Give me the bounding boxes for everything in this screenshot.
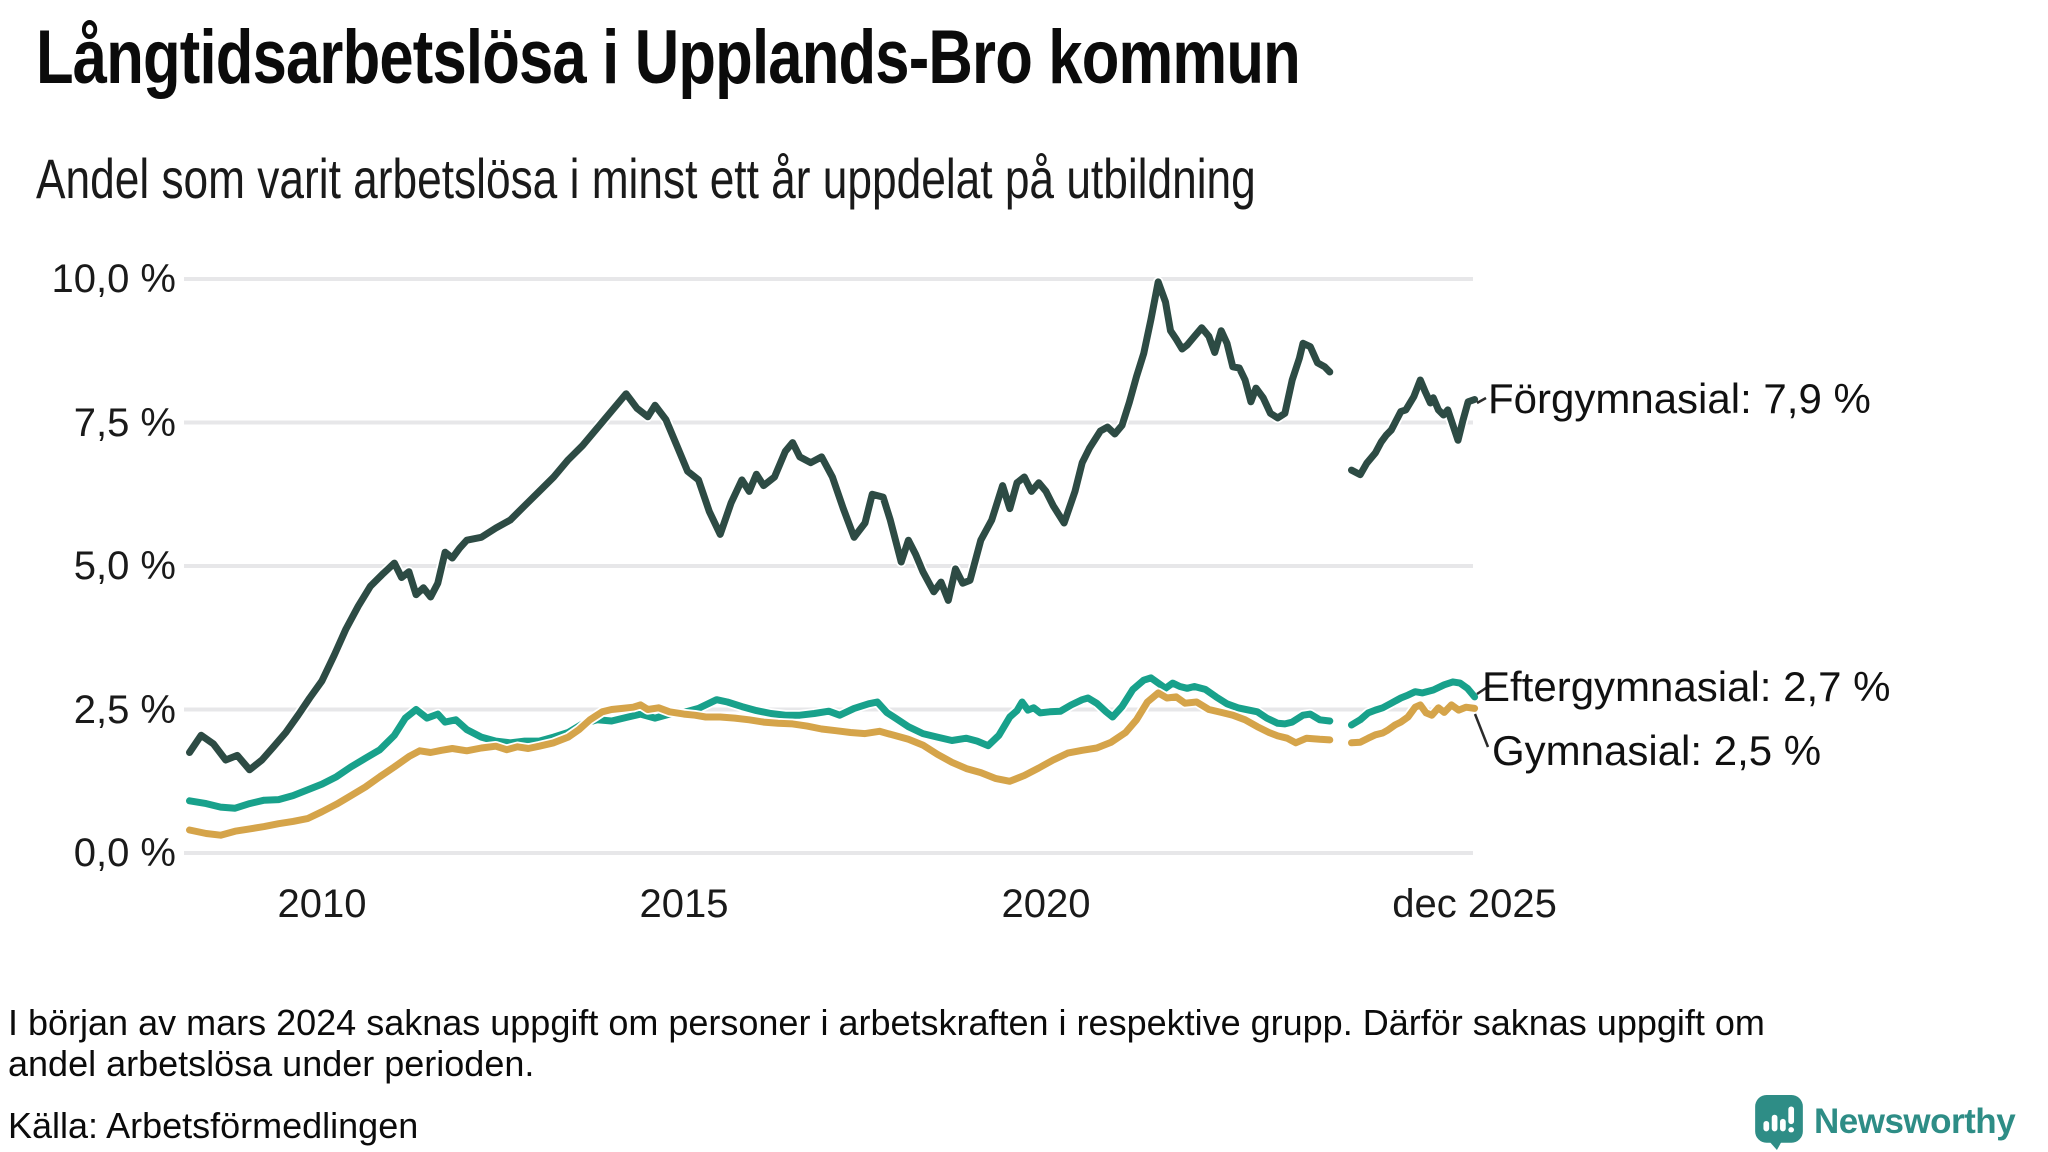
footnote: I början av mars 2024 saknas uppgift om …	[8, 1002, 1765, 1084]
y-axis-tick: 2,5 %	[73, 687, 176, 732]
y-axis-tick: 0,0 %	[73, 831, 176, 875]
footnote-line-1: I början av mars 2024 saknas uppgift om …	[8, 1002, 1765, 1043]
series-label-eftergymnasial: Eftergymnasial: 2,7 %	[1482, 663, 1891, 710]
x-axis-tick: 2015	[639, 882, 729, 926]
y-axis-tick: 5,0 %	[73, 544, 176, 588]
page-subtitle: Andel som varit arbetslösa i minst ett å…	[36, 147, 1256, 210]
newsworthy-logo-icon	[1755, 1095, 1803, 1150]
x-axis-tick: 2020	[1001, 882, 1091, 926]
newsworthy-logo: Newsworthy	[1754, 1094, 2016, 1150]
source-note: Källa: Arbetsförmedlingen	[8, 1105, 419, 1146]
series-label-forgymnasial: Förgymnasial: 7,9 %	[1488, 375, 1871, 422]
label-connector-eftergymnasial	[1476, 686, 1487, 696]
x-axis-tick: dec 2025	[1392, 882, 1557, 926]
series-label-gymnasial: Gymnasial: 2,5 %	[1492, 727, 1822, 774]
label-connector-förgymnasial	[1476, 396, 1487, 405]
x-axis-tick: 2010	[277, 882, 367, 926]
series-line-gymnasial	[186, 689, 1334, 839]
label-connector-gymnasial	[1473, 713, 1490, 748]
y-axis-tick: 10,0 %	[51, 257, 176, 301]
series-line-eftergymnasial	[1348, 678, 1479, 729]
series-line-förgymnasial	[1348, 376, 1479, 479]
series-line-förgymnasial	[186, 278, 1334, 774]
y-axis-tick: 7,5 %	[73, 400, 176, 445]
footnote-line-2: andel arbetslösa under perioden.	[8, 1043, 535, 1084]
series-line-eftergymnasial	[186, 674, 1334, 812]
newsworthy-wordmark: Newsworthy	[1814, 1102, 2016, 1141]
series-line-gymnasial	[1348, 701, 1479, 747]
page-title: Långtidsarbetslösa i Upplands-Bro kommun	[36, 15, 1301, 100]
